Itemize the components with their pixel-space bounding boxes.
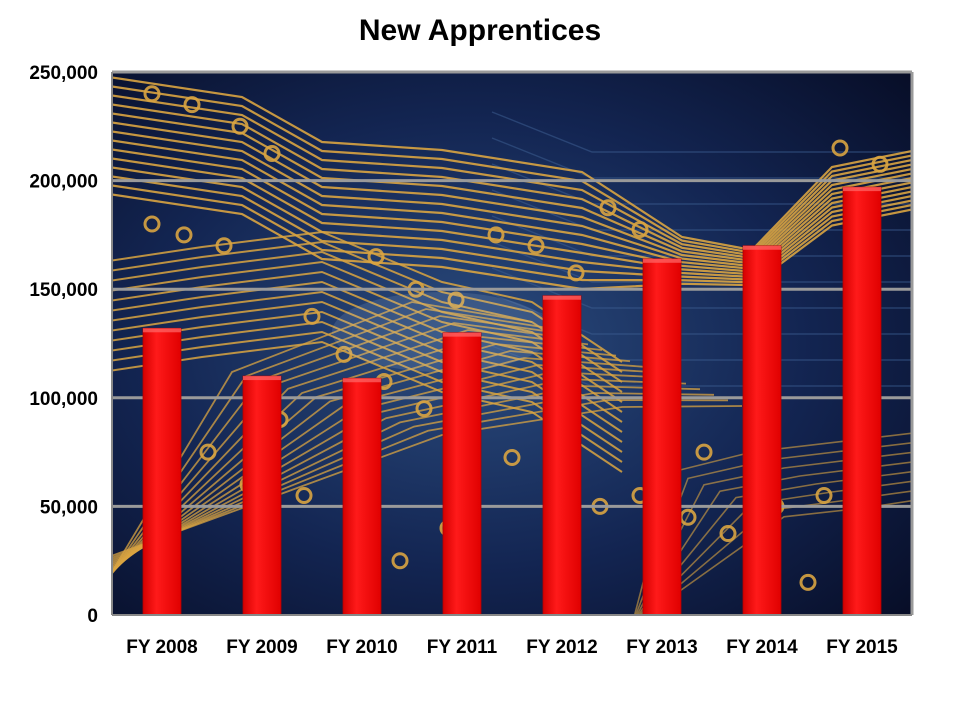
x-tick-label: FY 2012 [526,637,597,658]
bar-highlight-7 [843,187,881,192]
bar-fy-2015 [842,186,882,616]
x-tick-label: FY 2013 [626,637,697,658]
y-tick-label: 100,000 [29,389,98,410]
bar-highlight-4 [543,295,581,300]
x-tick-label: FY 2015 [826,637,898,658]
y-tick-label: 250,000 [29,63,98,84]
bar-highlight-1 [243,376,281,381]
bar-highlight-0 [143,328,181,333]
bar-highlight-5 [643,258,681,263]
x-tick-label: FY 2011 [427,637,498,658]
bar-fy-2014 [742,245,782,616]
bar-fy-2009 [242,375,282,616]
bar-fy-2013 [642,258,682,616]
y-tick-label: 0 [87,606,98,627]
bar-fy-2011 [442,332,482,616]
bar-fy-2012 [542,295,582,616]
y-tick-label: 50,000 [40,497,98,518]
y-tick-label: 150,000 [29,280,98,301]
x-tick-label: FY 2014 [726,637,798,658]
chart-title: New Apprentices [358,14,602,47]
bar-fy-2008 [142,327,182,616]
bar-fy-2010 [342,377,382,616]
bar-highlight-3 [443,332,481,337]
bar-highlight-2 [343,378,381,383]
x-tick-label: FY 2008 [126,637,197,658]
x-tick-label: FY 2010 [326,637,397,658]
x-tick-label: FY 2009 [226,637,297,658]
bar-highlight-6 [743,245,781,250]
y-tick-label: 200,000 [29,172,98,193]
